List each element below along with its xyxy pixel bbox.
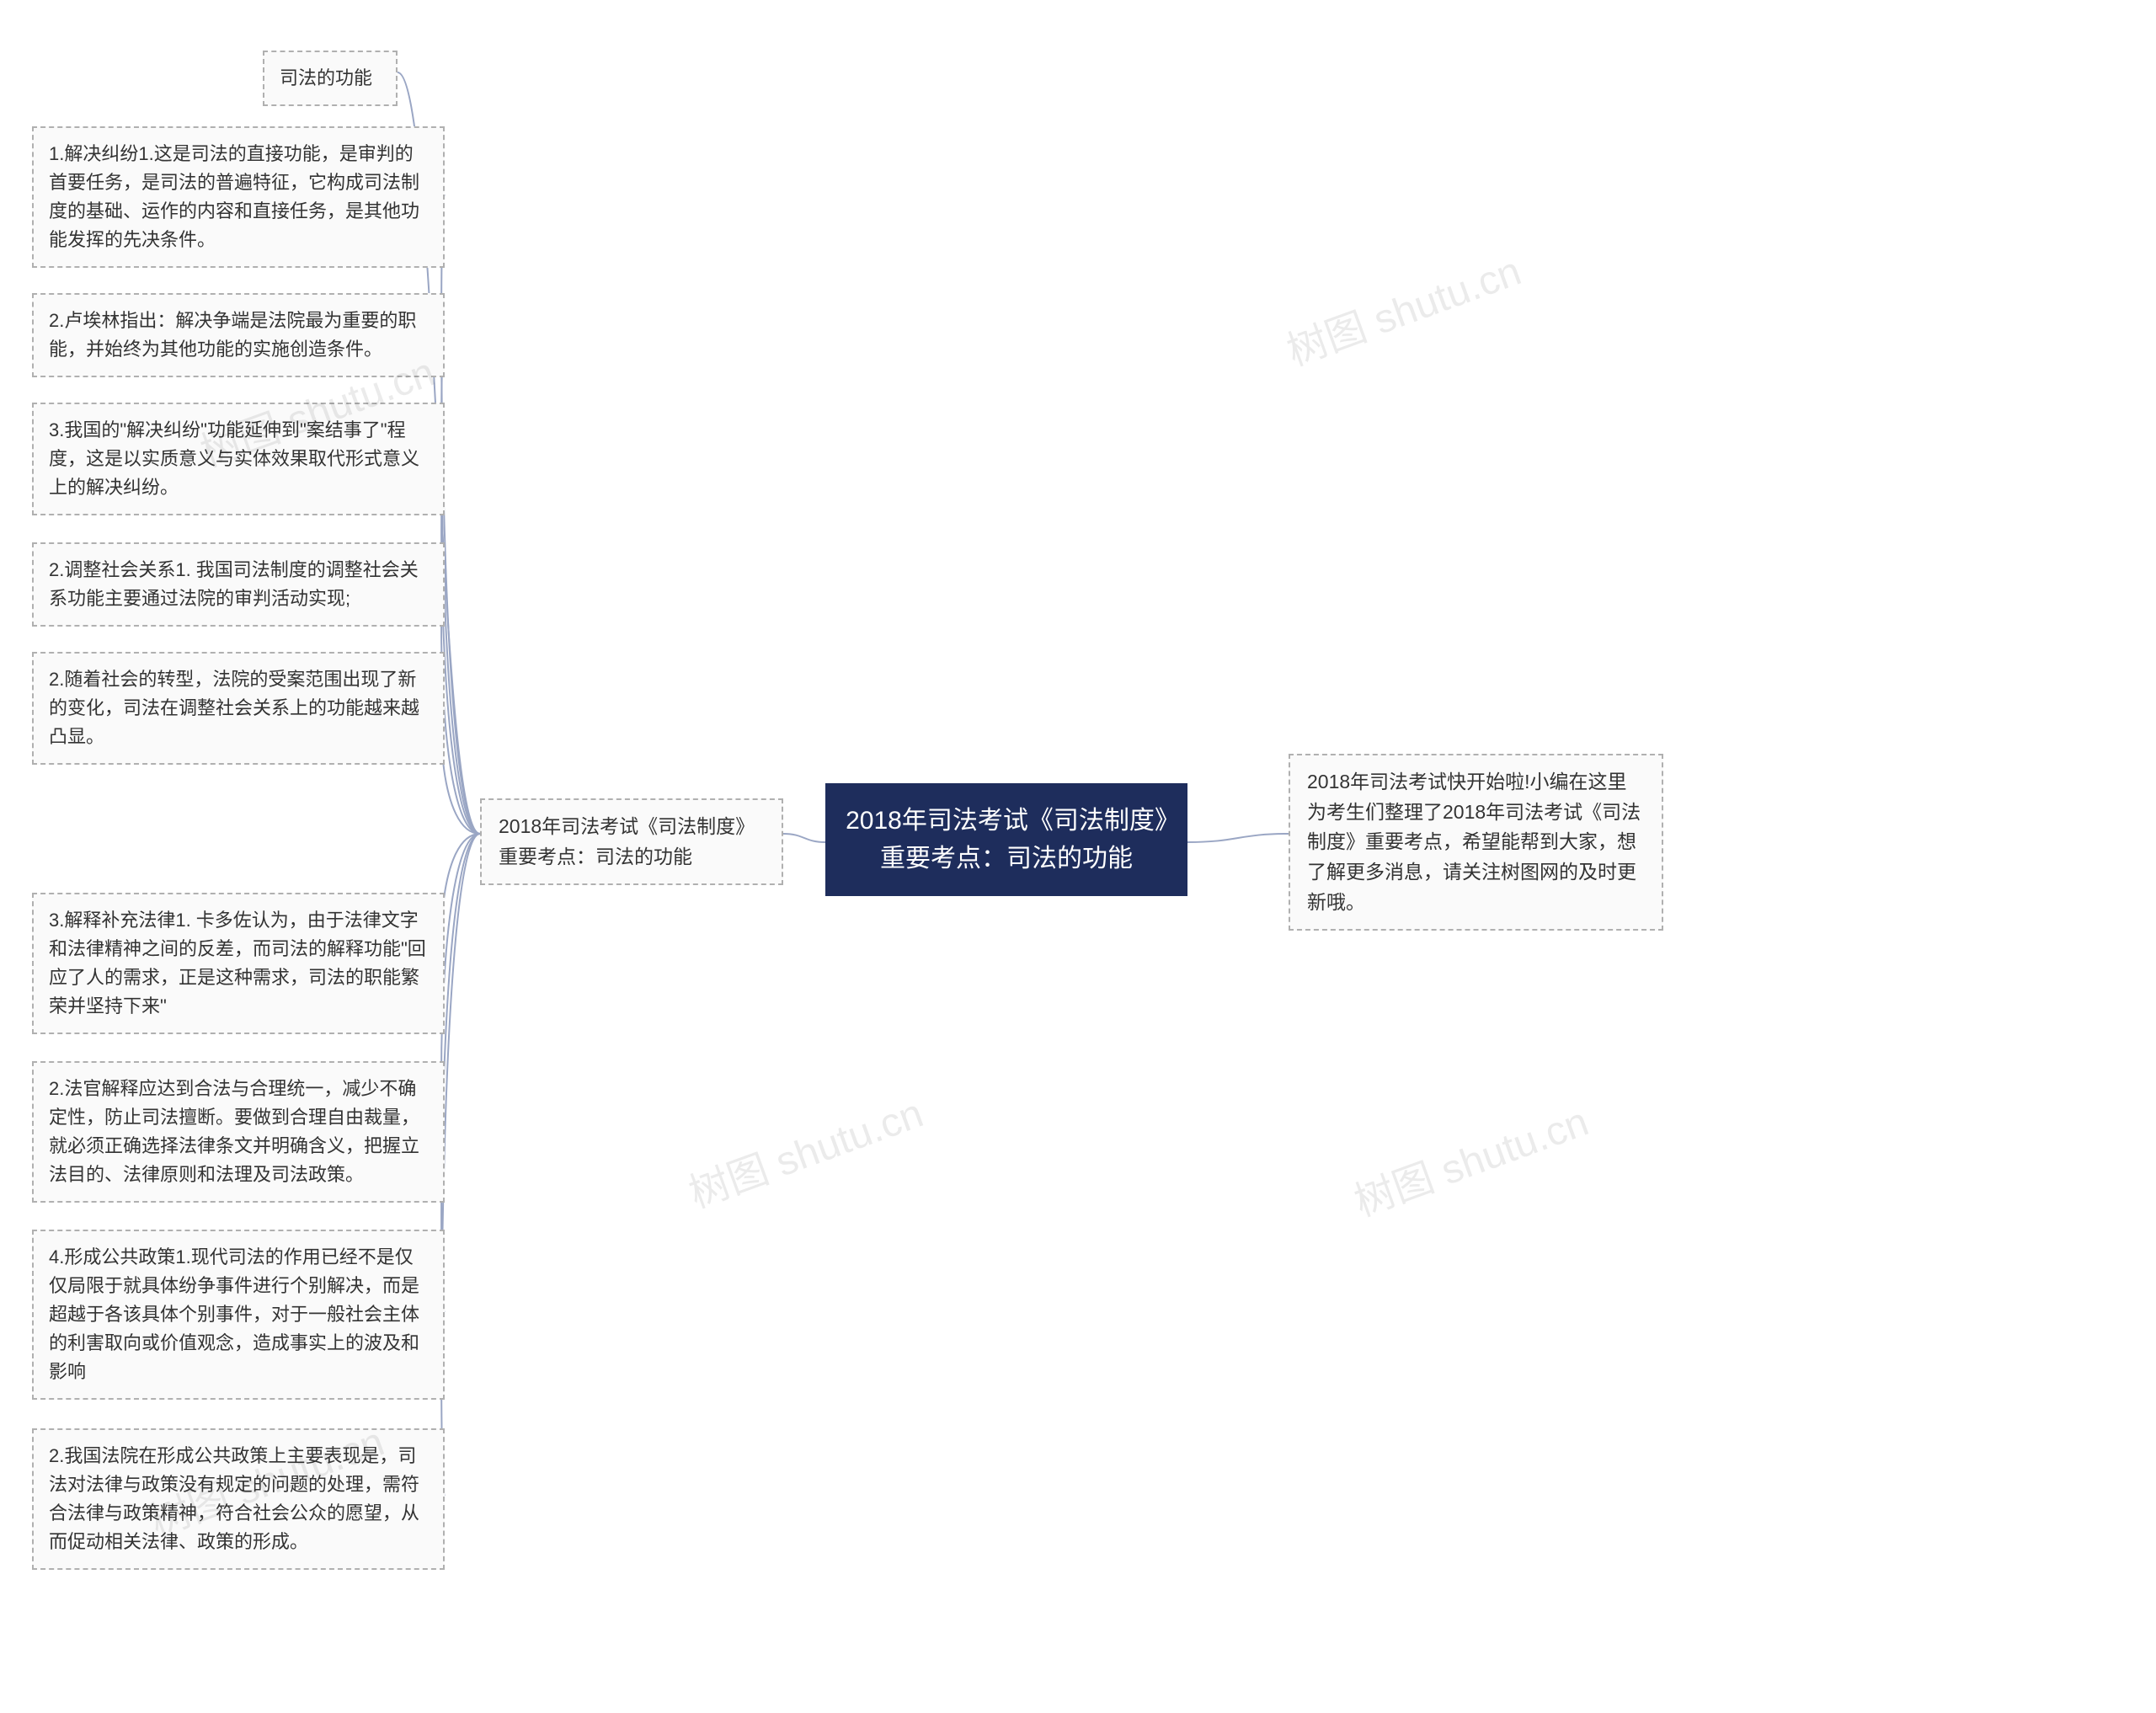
leaf-node[interactable]: 2.卢埃林指出：解决争端是法院最为重要的职能，并始终为其他功能的实施创造条件。 bbox=[32, 293, 445, 377]
right-description-node[interactable]: 2018年司法考试快开始啦!小编在这里为考生们整理了2018年司法考试《司法制度… bbox=[1289, 754, 1663, 931]
leaf-text: 3.我国的"解决纠纷"功能延伸到"案结事了"程度，这是以实质意义与实体效果取代形… bbox=[49, 419, 419, 498]
leaf-node[interactable]: 2.调整社会关系1. 我国司法制度的调整社会关系功能主要通过法院的审判活动实现; bbox=[32, 542, 445, 627]
leaf-node[interactable]: 2.我国法院在形成公共政策上主要表现是，司法对法律与政策没有规定的问题的处理，需… bbox=[32, 1428, 445, 1570]
leaf-text: 1.解决纠纷1.这是司法的直接功能，是审判的首要任务，是司法的普遍特征，它构成司… bbox=[49, 143, 419, 250]
leaf-text: 2.我国法院在形成公共政策上主要表现是，司法对法律与政策没有规定的问题的处理，需… bbox=[49, 1445, 419, 1552]
leaf-node[interactable]: 司法的功能 bbox=[263, 51, 398, 106]
leaf-node[interactable]: 3.解释补充法律1. 卡多佐认为，由于法律文字和法律精神之间的反差，而司法的解释… bbox=[32, 893, 445, 1034]
root-text: 2018年司法考试《司法制度》重要考点：司法的功能 bbox=[846, 807, 1167, 873]
leaf-node[interactable]: 2.随着社会的转型，法院的受案范围出现了新的变化，司法在调整社会关系上的功能越来… bbox=[32, 652, 445, 765]
leaf-node[interactable]: 3.我国的"解决纠纷"功能延伸到"案结事了"程度，这是以实质意义与实体效果取代形… bbox=[32, 403, 445, 515]
watermark: 树图 shutu.cn bbox=[1345, 1088, 1595, 1227]
leaf-node[interactable]: 4.形成公共政策1.现代司法的作用已经不是仅仅局限于就具体纷争事件进行个别解决，… bbox=[32, 1230, 445, 1400]
watermark: 树图 shutu.cn bbox=[680, 1080, 930, 1219]
leaf-text: 4.形成公共政策1.现代司法的作用已经不是仅仅局限于就具体纷争事件进行个别解决，… bbox=[49, 1246, 419, 1382]
leaf-text: 2.卢埃林指出：解决争端是法院最为重要的职能，并始终为其他功能的实施创造条件。 bbox=[49, 310, 416, 360]
right-description-text: 2018年司法考试快开始啦!小编在这里为考生们整理了2018年司法考试《司法制度… bbox=[1307, 771, 1641, 913]
root-node[interactable]: 2018年司法考试《司法制度》重要考点：司法的功能 bbox=[825, 783, 1187, 896]
leaf-text: 2.随着社会的转型，法院的受案范围出现了新的变化，司法在调整社会关系上的功能越来… bbox=[49, 669, 419, 747]
leaf-node[interactable]: 1.解决纠纷1.这是司法的直接功能，是审判的首要任务，是司法的普遍特征，它构成司… bbox=[32, 126, 445, 268]
leaf-text: 2.调整社会关系1. 我国司法制度的调整社会关系功能主要通过法院的审判活动实现; bbox=[49, 559, 419, 609]
watermark: 树图 shutu.cn bbox=[1278, 237, 1528, 376]
leaf-text: 3.解释补充法律1. 卡多佐认为，由于法律文字和法律精神之间的反差，而司法的解释… bbox=[49, 910, 426, 1017]
left-level1-text: 2018年司法考试《司法制度》重要考点：司法的功能 bbox=[499, 815, 755, 867]
leaf-text: 司法的功能 bbox=[280, 67, 372, 88]
leaf-node[interactable]: 2.法官解释应达到合法与合理统一，减少不确定性，防止司法擅断。要做到合理自由裁量… bbox=[32, 1061, 445, 1203]
leaf-text: 2.法官解释应达到合法与合理统一，减少不确定性，防止司法擅断。要做到合理自由裁量… bbox=[49, 1078, 419, 1185]
left-level1-node[interactable]: 2018年司法考试《司法制度》重要考点：司法的功能 bbox=[480, 798, 783, 885]
